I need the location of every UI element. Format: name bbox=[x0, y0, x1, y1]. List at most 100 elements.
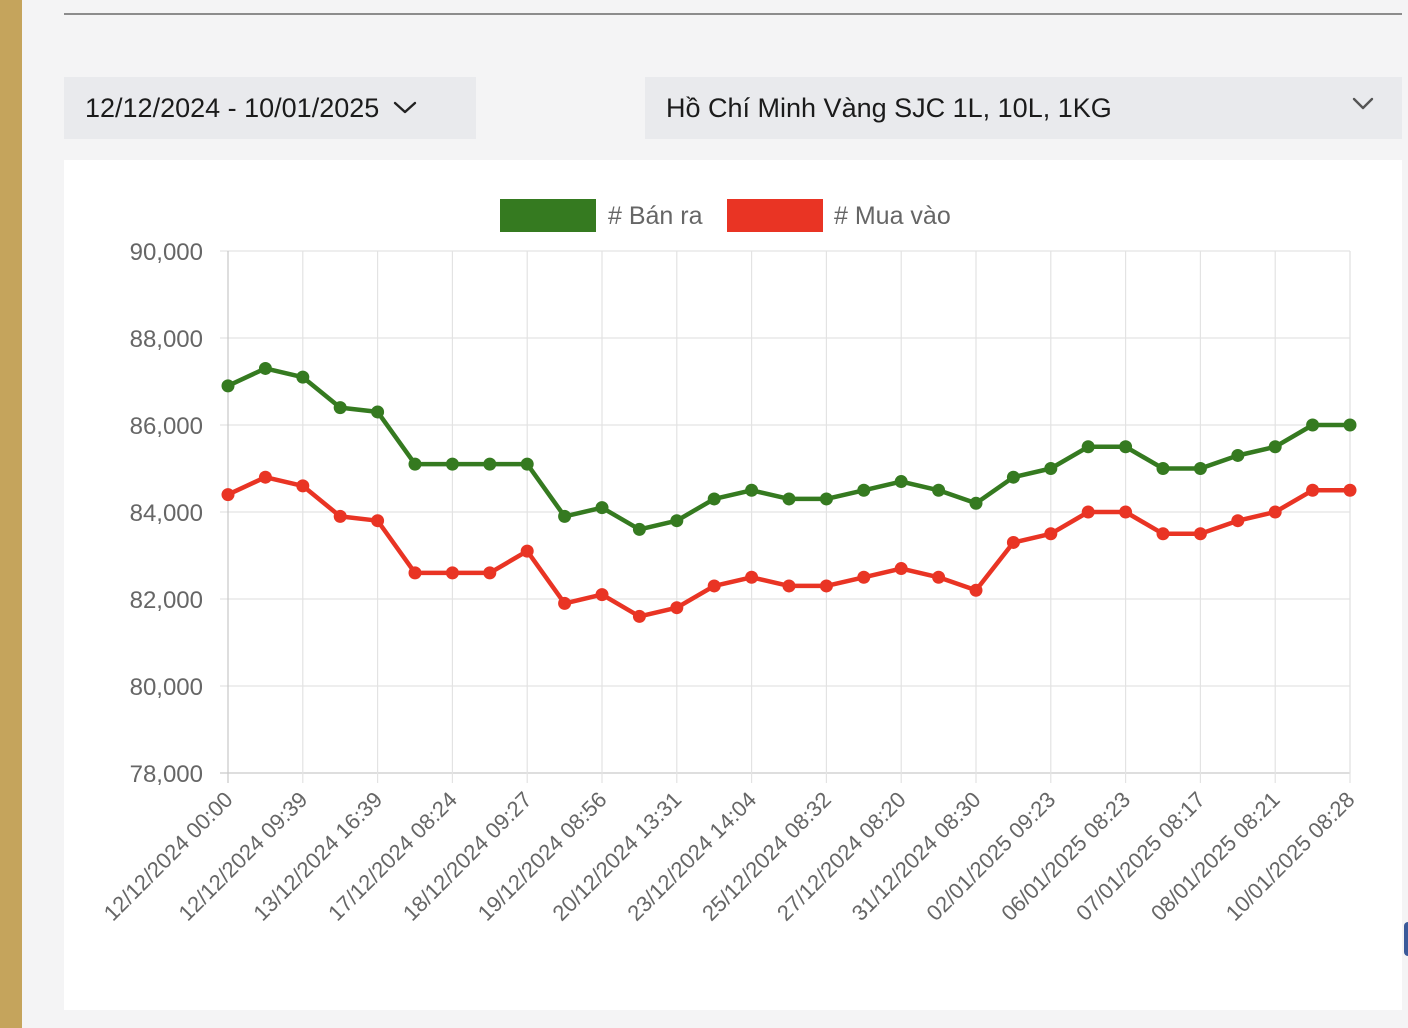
chevron-down-icon bbox=[393, 101, 417, 115]
data-point[interactable] bbox=[819, 492, 833, 506]
data-point[interactable] bbox=[857, 570, 871, 584]
date-range-select[interactable]: 12/12/2024 - 10/01/2025 bbox=[64, 77, 476, 139]
data-point[interactable] bbox=[483, 566, 497, 580]
data-point[interactable] bbox=[745, 570, 759, 584]
data-point[interactable] bbox=[707, 492, 721, 506]
y-tick-label: 86,000 bbox=[130, 413, 203, 440]
data-point[interactable] bbox=[894, 562, 908, 576]
data-point[interactable] bbox=[1006, 470, 1020, 484]
y-tick-label: 78,000 bbox=[130, 761, 203, 788]
location-product-select[interactable]: Hồ Chí Minh Vàng SJC 1L, 10L, 1KG bbox=[645, 77, 1402, 139]
data-point[interactable] bbox=[221, 379, 235, 393]
data-point[interactable] bbox=[894, 475, 908, 489]
y-tick-label: 84,000 bbox=[130, 500, 203, 527]
y-tick-label: 80,000 bbox=[130, 674, 203, 701]
data-point[interactable] bbox=[670, 514, 684, 528]
x-tick-label: 20/12/2024 13:31 bbox=[548, 787, 687, 926]
data-point[interactable] bbox=[1268, 440, 1282, 454]
legend-swatch[interactable] bbox=[727, 199, 823, 232]
x-tick-label: 27/12/2024 08:20 bbox=[772, 787, 911, 926]
data-point[interactable] bbox=[221, 488, 235, 502]
data-point[interactable] bbox=[1193, 462, 1207, 475]
chart-card: 90,000 88,000 86,000 84,000 82,000 80,000 78,0… bbox=[64, 160, 1402, 1010]
data-point[interactable] bbox=[1268, 505, 1282, 519]
data-point[interactable] bbox=[371, 514, 385, 528]
data-point[interactable] bbox=[296, 479, 310, 493]
data-point[interactable] bbox=[558, 596, 572, 610]
x-tick-label: 12/12/2024 09:39 bbox=[174, 787, 313, 926]
y-tick-label: 82,000 bbox=[130, 587, 203, 614]
data-point[interactable] bbox=[1343, 418, 1357, 432]
data-point[interactable] bbox=[1119, 505, 1133, 519]
data-point[interactable] bbox=[1119, 440, 1133, 454]
legend-label[interactable]: # Bán ra bbox=[608, 202, 703, 230]
data-point[interactable] bbox=[932, 483, 946, 497]
data-point[interactable] bbox=[408, 457, 422, 471]
data-point[interactable] bbox=[632, 609, 646, 623]
data-point[interactable] bbox=[1231, 514, 1245, 528]
price-line-chart: 90,000 88,000 86,000 84,000 82,000 80,000 78,0… bbox=[99, 199, 1360, 926]
data-point[interactable] bbox=[333, 401, 347, 415]
data-point[interactable] bbox=[1156, 527, 1170, 541]
data-point[interactable] bbox=[782, 579, 796, 593]
data-point[interactable] bbox=[445, 457, 459, 471]
chevron-down-icon bbox=[1352, 97, 1374, 111]
data-point[interactable] bbox=[1081, 440, 1095, 454]
x-tick-label: 02/01/2025 09:23 bbox=[922, 787, 1061, 926]
x-tick-label: 08/01/2025 08:21 bbox=[1146, 787, 1285, 926]
data-point[interactable] bbox=[595, 588, 609, 602]
y-tick-label: 90,000 bbox=[130, 239, 203, 266]
data-point[interactable] bbox=[1044, 527, 1058, 541]
data-point[interactable] bbox=[1081, 505, 1095, 519]
data-point[interactable] bbox=[258, 361, 272, 375]
header-divider bbox=[64, 13, 1402, 15]
x-tick-label: 25/12/2024 08:32 bbox=[697, 787, 836, 926]
scroll-edge-marker bbox=[1404, 922, 1408, 956]
data-point[interactable] bbox=[1306, 483, 1320, 497]
data-point[interactable] bbox=[296, 370, 310, 384]
data-point[interactable] bbox=[969, 496, 983, 510]
x-tick-label: 07/01/2025 08:17 bbox=[1071, 787, 1210, 926]
x-tick-label: 19/12/2024 08:56 bbox=[473, 787, 612, 926]
y-tick-label: 88,000 bbox=[130, 326, 203, 353]
data-point[interactable] bbox=[408, 566, 422, 580]
data-point[interactable] bbox=[1343, 483, 1357, 497]
data-point[interactable] bbox=[483, 457, 497, 471]
data-point[interactable] bbox=[932, 570, 946, 584]
x-tick-label: 17/12/2024 08:24 bbox=[323, 787, 462, 926]
data-point[interactable] bbox=[1156, 462, 1170, 475]
data-point[interactable] bbox=[819, 579, 833, 593]
data-point[interactable] bbox=[670, 601, 684, 615]
legend-swatch[interactable] bbox=[500, 199, 596, 232]
data-point[interactable] bbox=[595, 501, 609, 515]
side-accent-bar bbox=[0, 0, 22, 1028]
x-tick-label: 31/12/2024 08:30 bbox=[847, 787, 986, 926]
data-point[interactable] bbox=[707, 579, 721, 593]
data-point[interactable] bbox=[520, 544, 534, 558]
x-tick-label: 23/12/2024 14:04 bbox=[622, 787, 761, 926]
data-point[interactable] bbox=[1193, 527, 1207, 541]
data-point[interactable] bbox=[1231, 448, 1245, 462]
data-point[interactable] bbox=[258, 470, 272, 484]
location-product-value: Hồ Chí Minh Vàng SJC 1L, 10L, 1KG bbox=[666, 92, 1112, 123]
data-point[interactable] bbox=[745, 483, 759, 497]
data-point[interactable] bbox=[1306, 418, 1320, 432]
x-tick-label: 13/12/2024 16:39 bbox=[248, 787, 387, 926]
data-point[interactable] bbox=[1044, 462, 1058, 475]
data-point[interactable] bbox=[445, 566, 459, 580]
data-point[interactable] bbox=[1006, 535, 1020, 549]
data-point[interactable] bbox=[520, 457, 534, 471]
data-point[interactable] bbox=[558, 509, 572, 523]
x-tick-label: 18/12/2024 09:27 bbox=[398, 787, 537, 926]
data-point[interactable] bbox=[857, 483, 871, 497]
data-point[interactable] bbox=[632, 522, 646, 536]
x-tick-label: 06/01/2025 08:23 bbox=[996, 787, 1135, 926]
date-range-value: 12/12/2024 - 10/01/2025 bbox=[85, 92, 380, 123]
data-point[interactable] bbox=[782, 492, 796, 506]
data-point[interactable] bbox=[969, 583, 983, 597]
x-tick-label: 12/12/2024 00:00 bbox=[99, 787, 238, 926]
data-point[interactable] bbox=[333, 509, 347, 523]
data-point[interactable] bbox=[371, 405, 385, 419]
x-tick-label: 10/01/2025 08:28 bbox=[1221, 787, 1360, 926]
legend-label[interactable]: # Mua vào bbox=[834, 202, 951, 230]
